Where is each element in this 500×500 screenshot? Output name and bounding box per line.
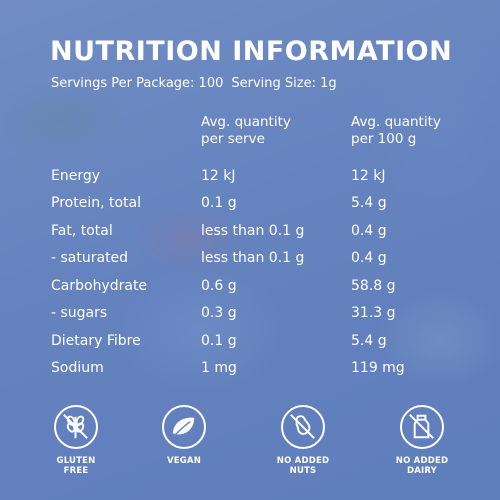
- badge-no-dairy: NO ADDED DAIRY: [377, 405, 467, 476]
- row-label: Sodium: [51, 360, 104, 376]
- row-per-100g: 0.4 g: [351, 250, 387, 266]
- column-header-per-100g: Avg. quantity per 100 g: [351, 114, 441, 147]
- row-label: - sugars: [51, 305, 108, 321]
- row-per-100g: 0.4 g: [351, 223, 387, 239]
- row-per-100g: 119 mg: [351, 360, 405, 376]
- row-per-serve: less than 0.1 g: [201, 223, 305, 239]
- row-label: - saturated: [51, 250, 129, 266]
- row-per-serve: 0.1 g: [201, 195, 237, 211]
- badge-label: VEGAN: [166, 456, 202, 466]
- row-label: Fat, total: [51, 223, 113, 239]
- row-per-serve: 0.3 g: [201, 305, 237, 321]
- badge-label: NO ADDED NUTS: [276, 456, 330, 476]
- row-per-100g: 12 kJ: [351, 168, 386, 184]
- table-row: Carbohydrate 0.6 g 58.8 g: [0, 278, 500, 304]
- table-row: Protein, total 0.1 g 5.4 g: [0, 195, 500, 221]
- page-title: NUTRITION INFORMATION: [50, 36, 453, 67]
- row-per-serve: 0.1 g: [201, 333, 237, 349]
- row-label: Carbohydrate: [51, 278, 148, 294]
- servings-per-package: Servings Per Package: 100: [51, 76, 224, 91]
- row-label: Protein, total: [51, 195, 141, 211]
- table-row: Sodium 1 mg 119 mg: [0, 360, 500, 386]
- column-header-per-serve: Avg. quantity per serve: [201, 114, 291, 147]
- badge-no-nuts: NO ADDED NUTS: [258, 405, 348, 476]
- row-per-serve: 0.6 g: [201, 278, 237, 294]
- badge-vegan: VEGAN: [139, 405, 229, 466]
- table-row: - saturated less than 0.1 g 0.4 g: [0, 250, 500, 276]
- table-row: Dietary Fibre 0.1 g 5.4 g: [0, 333, 500, 359]
- no-dairy-icon: [400, 405, 444, 449]
- table-row: - sugars 0.3 g 31.3 g: [0, 305, 500, 331]
- badge-gluten-free: GLUTEN FREE: [31, 405, 121, 476]
- row-per-100g: 58.8 g: [351, 278, 396, 294]
- table-row: Fat, total less than 0.1 g 0.4 g: [0, 223, 500, 249]
- vegan-leaf-icon: [162, 405, 206, 449]
- table-row: Energy 12 kJ 12 kJ: [0, 168, 500, 194]
- no-nuts-icon: [281, 405, 325, 449]
- row-per-serve: 12 kJ: [201, 168, 236, 184]
- badge-label: NO ADDED DAIRY: [395, 456, 449, 476]
- row-per-100g: 31.3 g: [351, 305, 396, 321]
- row-per-serve: 1 mg: [201, 360, 237, 376]
- row-label: Dietary Fibre: [51, 333, 141, 349]
- row-label: Energy: [51, 168, 101, 184]
- row-per-100g: 5.4 g: [351, 333, 387, 349]
- row-per-serve: less than 0.1 g: [201, 250, 305, 266]
- serving-size: Serving Size: 1g: [231, 76, 337, 91]
- serving-info: Servings Per Package: 100 Serving Size: 1…: [51, 76, 337, 91]
- row-per-100g: 5.4 g: [351, 195, 387, 211]
- gluten-free-icon: [54, 405, 98, 449]
- badge-label: GLUTEN FREE: [56, 456, 96, 476]
